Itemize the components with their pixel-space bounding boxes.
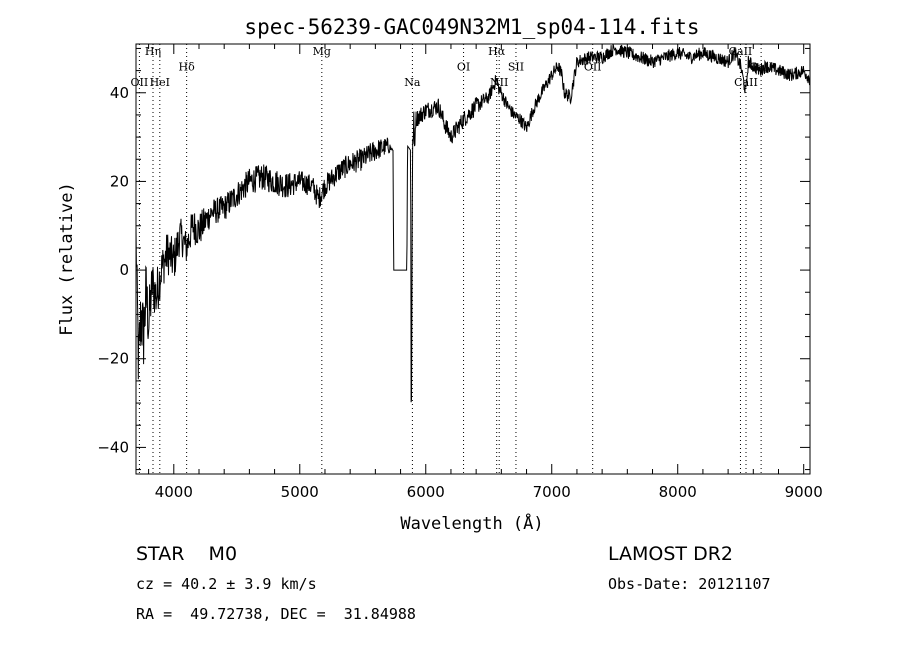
y-tick-label: 40 (110, 84, 129, 102)
x-tick-label: 8000 (659, 483, 697, 501)
axis-ticks: 4000 5000 6000 7000 8000 9000 −40 −20 0 20 40 (97, 44, 823, 501)
line-marker-label: Hδ (179, 61, 196, 74)
line-marker-label: Mg (313, 45, 331, 58)
star-class-label: STAR M0 (136, 543, 237, 565)
y-tick-label: −40 (97, 438, 129, 456)
line-marker-label: Hα (488, 45, 506, 58)
x-tick-label: 7000 (533, 483, 571, 501)
x-tick-label: 9000 (785, 483, 823, 501)
line-marker-label: HeI (150, 76, 170, 89)
y-tick-label: 20 (110, 172, 129, 190)
x-tick-label: 4000 (155, 483, 193, 501)
x-axis-label: Wavelength (Å) (400, 512, 543, 534)
radec-readout: RA = 49.72738, DEC = 31.84988 (136, 605, 416, 623)
line-marker-label: OII (584, 61, 602, 74)
cz-readout: cz = 40.2 ± 3.9 km/s (136, 575, 317, 593)
y-tick-label: 0 (119, 261, 129, 279)
obs-date-readout: Obs-Date: 20121107 (608, 575, 771, 593)
line-marker-label: OII (131, 76, 149, 89)
x-tick-label: 5000 (281, 483, 319, 501)
line-marker-label: SII (508, 61, 524, 74)
y-axis-label: Flux (relative) (57, 182, 77, 336)
line-marker-label: Hη (145, 45, 161, 58)
line-marker-label: OI (457, 61, 470, 74)
line-marker-label: Na (404, 76, 421, 89)
chart-title: spec-56239-GAC049N32M1_sp04-114.fits (244, 15, 699, 39)
spectrum-line (135, 44, 811, 403)
x-tick-label: 6000 (407, 483, 445, 501)
survey-label: LAMOST DR2 (608, 543, 733, 565)
y-tick-label: −20 (97, 350, 129, 368)
